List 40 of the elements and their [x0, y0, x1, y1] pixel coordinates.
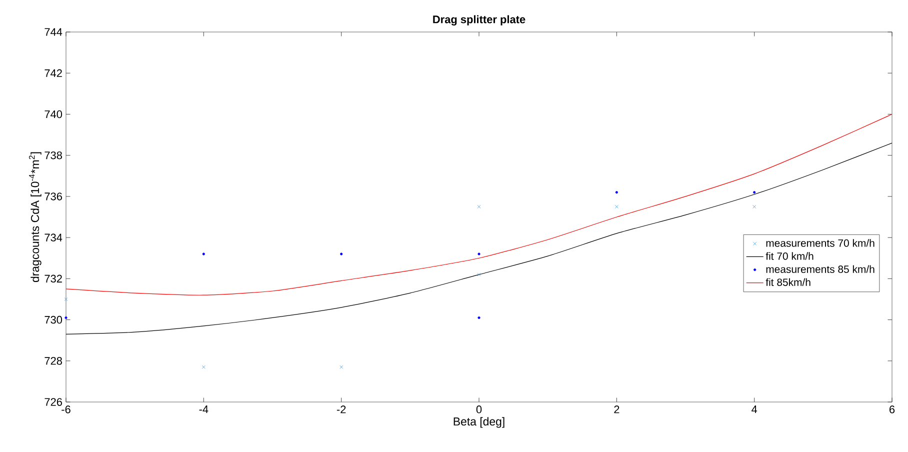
point: [340, 365, 344, 369]
chart-title: Drag splitter plate: [433, 15, 526, 26]
point: [64, 297, 68, 301]
y-tick-label: 726: [44, 398, 62, 406]
legend-label: measurements 85 km/h: [766, 265, 874, 273]
x-tick-label: -6: [62, 406, 70, 414]
y-tick-label: 728: [44, 357, 62, 365]
point: [477, 204, 481, 208]
point: [202, 252, 205, 256]
legend-label: measurements 70 km/h: [766, 239, 874, 247]
point: [340, 252, 343, 256]
y-tick-label: 736: [44, 192, 62, 200]
y-tick-label: 732: [44, 274, 62, 283]
point: [615, 191, 618, 194]
legend-label: fit 70 km/h: [766, 252, 814, 260]
line-series: [66, 142, 892, 334]
point: [64, 316, 68, 320]
x-tick-label: 2: [614, 406, 620, 414]
x-tick-label: 6: [890, 406, 895, 414]
point: [478, 316, 480, 320]
y-tick-label: 742: [44, 69, 62, 77]
x-tick-label: -2: [336, 406, 346, 414]
point: [202, 365, 206, 369]
y-tick-label: 734: [44, 234, 62, 242]
point: [753, 191, 756, 194]
y-tick-label: 740: [44, 110, 62, 118]
point: [752, 204, 756, 208]
x-axis-title: Beta [deg]: [454, 417, 504, 428]
point: [478, 252, 480, 256]
x-tick-label: -4: [199, 406, 208, 414]
legend-label: fit 85km/h: [766, 278, 810, 286]
y-axis-title: dragcounts CdA [10$^{-4}$*m$^{2}$]: [29, 152, 42, 282]
y-tick-label: 744: [44, 28, 62, 36]
x-tick-label: 0: [476, 406, 482, 414]
y-tick-label: 730: [44, 316, 62, 324]
line-series: [66, 114, 892, 296]
point: [477, 272, 481, 276]
x-tick-label: 4: [752, 406, 758, 414]
y-tick-label: 738: [44, 151, 62, 160]
point: [614, 204, 618, 208]
